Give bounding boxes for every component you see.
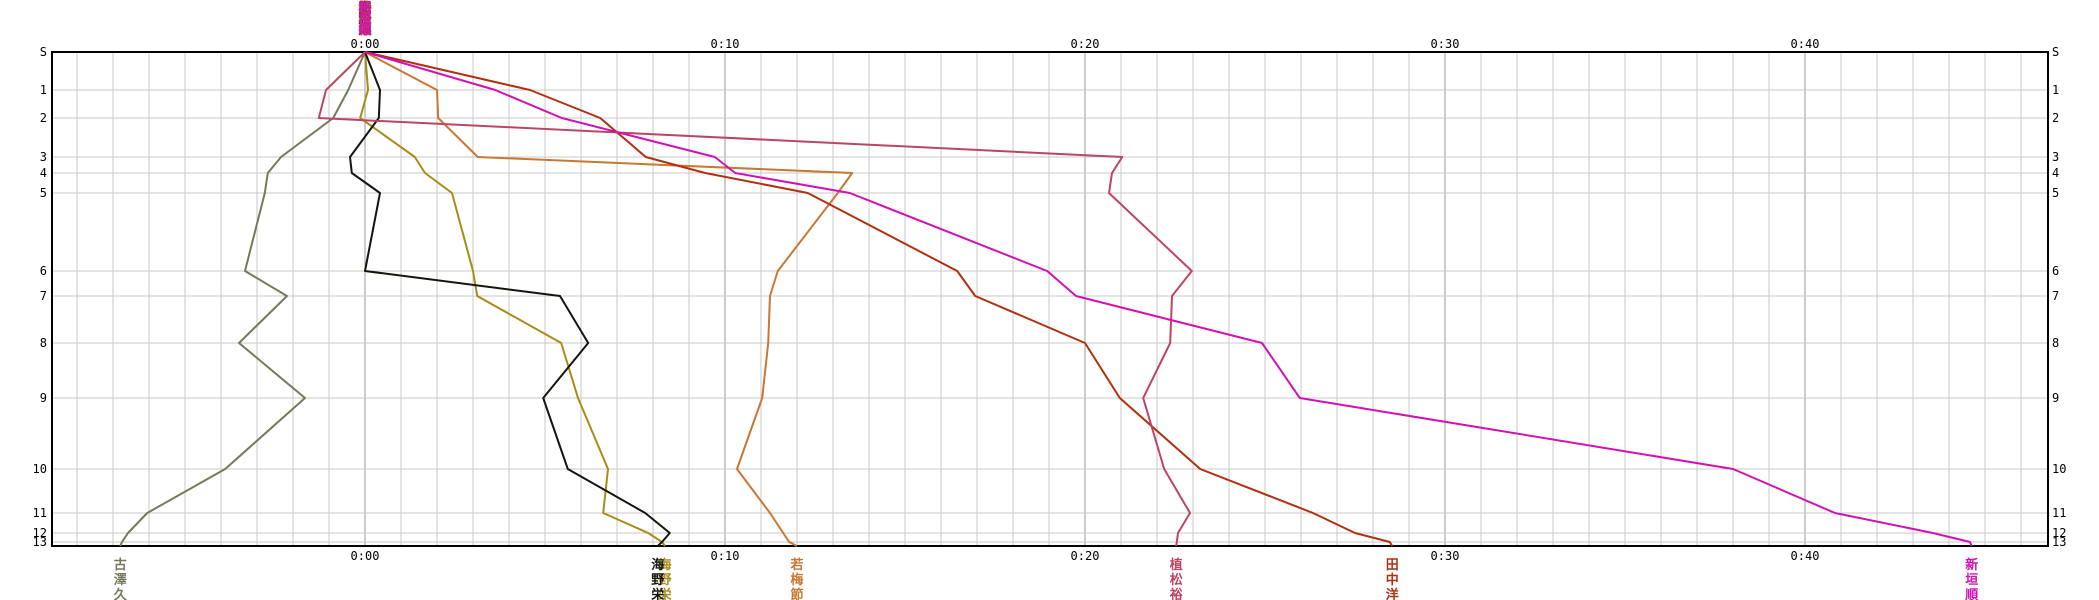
runner-name-bottom-1: 野: [658, 573, 671, 588]
series-line-1: [359, 51, 666, 547]
runner-name-bottom-1: 栄: [657, 587, 672, 600]
runner-name-top-0: 澤: [358, 11, 371, 27]
x-tick-label-top: 0:30: [1431, 37, 1460, 51]
x-tick-label-bottom: 0:10: [711, 549, 740, 563]
runner-name-bottom-6: 順: [1965, 588, 1979, 600]
runner-name-bottom-3: 梅: [790, 572, 803, 588]
runner-name-top-1: 海: [358, 0, 371, 16]
row-label-left: 12: [33, 526, 47, 540]
runner-name-top-5: 裕: [357, 22, 371, 38]
runner-name-top-6: 順: [358, 23, 372, 38]
row-label-right: 2: [2052, 111, 2059, 125]
runner-name-top-0: 久: [358, 22, 372, 38]
series-line-2: [349, 51, 671, 547]
x-tick-label-bottom: 0:30: [1431, 549, 1460, 563]
runner-name-top-6: 新: [358, 0, 371, 16]
runner-name-bottom-6: 新: [1965, 557, 1978, 573]
runner-name-bottom-4: 中: [1386, 572, 1399, 588]
runner-name-bottom-3: 節: [790, 587, 803, 600]
runner-name-bottom-2: 海: [651, 557, 664, 573]
runner-name-top-6: 垣: [358, 11, 371, 27]
runner-name-bottom-5: 植: [1169, 557, 1183, 573]
x-tick-label-bottom: 0:40: [1791, 549, 1820, 563]
row-label-right: 5: [2052, 186, 2059, 200]
series-line-0: [119, 51, 366, 547]
row-label-left: 11: [33, 506, 47, 520]
runner-name-top-2: 海: [358, 0, 371, 16]
runner-name-top-3: 梅: [358, 11, 371, 27]
row-label-right: 12: [2052, 526, 2066, 540]
series-line-5: [317, 51, 1193, 547]
runner-name-bottom-0: 古: [114, 557, 127, 573]
row-label-right: 10: [2052, 462, 2066, 476]
x-tick-label-top: 0:00: [351, 37, 380, 51]
runner-name-bottom-6: 垣: [1965, 572, 1978, 588]
row-label-left: 1: [40, 83, 47, 97]
series-line-4: [364, 51, 1394, 547]
runner-name-top-4: 中: [358, 11, 371, 27]
row-label-left: 6: [40, 264, 47, 278]
row-label-left: 4: [40, 166, 47, 180]
runner-name-bottom-3: 若: [789, 557, 803, 573]
row-label-left: 3: [40, 150, 47, 164]
row-label-left: S: [40, 45, 47, 59]
runner-name-top-4: 洋: [358, 22, 371, 38]
row-label-right: 6: [2052, 264, 2059, 278]
runner-name-bottom-1: 海: [658, 557, 671, 573]
series-line-3: [364, 51, 854, 547]
row-label-left: 10: [33, 462, 47, 476]
runner-name-top-4: 田: [358, 1, 371, 16]
row-label-right: 9: [2052, 391, 2059, 405]
x-tick-label-bottom: 0:20: [1071, 549, 1100, 563]
row-label-left: 8: [40, 336, 47, 350]
row-label-left: 2: [40, 111, 47, 125]
runner-name-bottom-0: 久: [114, 587, 128, 600]
runner-name-bottom-2: 栄: [650, 587, 665, 600]
plot-frame: [51, 51, 2049, 547]
runner-name-bottom-0: 澤: [114, 572, 127, 588]
runner-name-bottom-4: 洋: [1386, 587, 1399, 600]
row-label-left: 13: [33, 535, 47, 549]
x-tick-label-top: 0:40: [1791, 37, 1820, 51]
row-label-right: 8: [2052, 336, 2059, 350]
row-label-right: 1: [2052, 83, 2059, 97]
x-tick-label-top: 0:10: [711, 37, 740, 51]
runner-name-top-2: 栄: [357, 22, 372, 38]
x-tick-label-top: 0:20: [1071, 37, 1100, 51]
runner-name-top-3: 若: [357, 0, 371, 16]
row-label-left: 5: [40, 186, 47, 200]
series-line-6: [364, 51, 1973, 547]
row-label-left: 9: [40, 391, 47, 405]
runner-name-bottom-4: 田: [1386, 558, 1399, 573]
runner-name-top-2: 野: [358, 12, 371, 27]
runner-name-bottom-2: 野: [651, 573, 664, 588]
row-label-right: 13: [2052, 535, 2066, 549]
row-label-right: S: [2052, 45, 2059, 59]
row-label-left: 7: [40, 289, 47, 303]
runner-name-top-5: 植: [357, 0, 371, 16]
row-label-right: 11: [2052, 506, 2066, 520]
row-label-right: 3: [2052, 150, 2059, 164]
runner-name-top-3: 節: [358, 22, 371, 38]
runner-name-top-1: 野: [358, 12, 371, 27]
x-tick-label-bottom: 0:00: [351, 549, 380, 563]
runner-name-top-0: 古: [358, 0, 371, 16]
runner-name-top-1: 栄: [357, 22, 372, 38]
row-label-right: 4: [2052, 166, 2059, 180]
runner-name-bottom-5: 裕: [1169, 587, 1183, 600]
runner-name-bottom-5: 松: [1170, 572, 1183, 588]
runner-name-top-5: 松: [358, 11, 371, 27]
row-label-right: 7: [2052, 289, 2059, 303]
